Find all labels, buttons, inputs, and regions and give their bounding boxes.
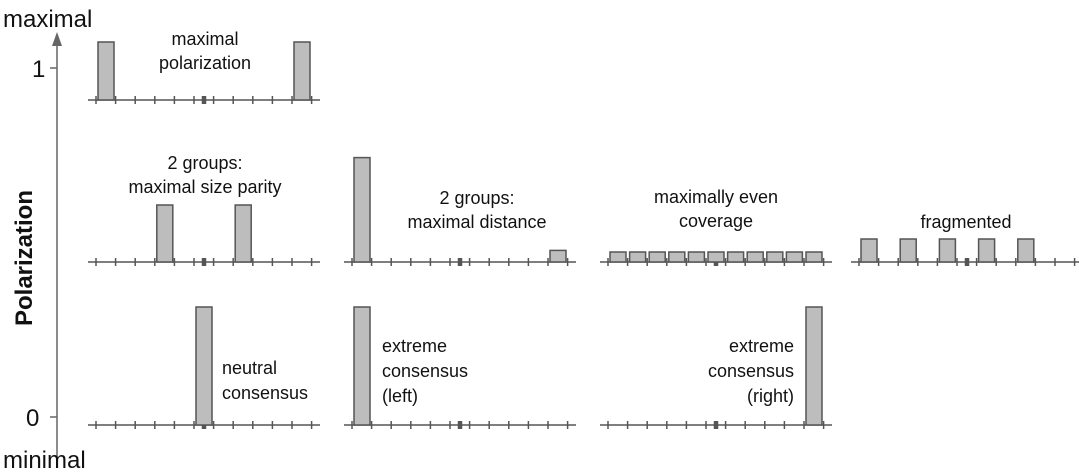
- panel-two-groups-distance: 2 groups: maximal distance: [344, 156, 576, 266]
- histogram-bar: [293, 41, 311, 101]
- histogram-bar: [609, 251, 627, 263]
- panel-maximally-even: maximally even coverage: [600, 187, 832, 266]
- panel-label-line: extreme: [382, 336, 447, 356]
- histogram-bar: [628, 251, 647, 263]
- panel-label-line: neutral: [222, 358, 277, 378]
- panel-extreme-consensus-right: extreme consensus (right): [600, 306, 832, 429]
- histogram-bar: [726, 251, 745, 263]
- histogram-bar: [648, 251, 666, 263]
- polarization-axis: maximal minimal 1 0 Polarization: [3, 6, 92, 474]
- panel-label-line: (left): [382, 386, 418, 406]
- histogram-bar: [195, 306, 213, 426]
- panel-extreme-consensus-left: extreme consensus (left): [344, 306, 576, 429]
- axis-bottom-label: minimal: [3, 447, 86, 474]
- axis-title: Polarization: [11, 190, 38, 326]
- histogram-bar: [899, 238, 917, 263]
- panel-label-line: maximal size parity: [128, 177, 281, 197]
- histogram-bar: [353, 306, 371, 426]
- panel-label-line: 2 groups:: [439, 188, 514, 208]
- panel-label-line: maximally even: [654, 187, 778, 207]
- panel-label-line: consensus: [222, 383, 308, 403]
- histogram-bar: [353, 156, 371, 263]
- histogram-bar: [668, 251, 686, 263]
- histogram-bar: [156, 204, 174, 263]
- panel-label-line: maximal: [171, 29, 238, 49]
- histogram-bar: [805, 306, 823, 426]
- histogram-bar: [1017, 238, 1035, 263]
- panel-label-line: consensus: [708, 361, 794, 381]
- axis-value-high: 1: [32, 56, 45, 83]
- panel-label-line: coverage: [679, 211, 753, 231]
- panel-label-line: (right): [747, 386, 794, 406]
- panel-label-line: fragmented: [920, 212, 1011, 232]
- histogram-bar: [805, 251, 823, 263]
- histogram-bar: [746, 251, 764, 263]
- histogram-bar: [549, 249, 567, 263]
- panel-neutral-consensus: neutral consensus: [88, 306, 320, 429]
- histogram-bar: [860, 238, 878, 263]
- histogram-bar: [234, 204, 252, 263]
- histogram-bar: [707, 251, 725, 263]
- histogram-bar: [766, 251, 784, 263]
- histogram-bar: [687, 251, 706, 263]
- panel-label-line: extreme: [729, 336, 794, 356]
- panel-label-line: maximal distance: [407, 212, 546, 232]
- panel-label-line: consensus: [382, 361, 468, 381]
- histogram-bar: [97, 41, 115, 101]
- panel-label-line: polarization: [159, 53, 251, 73]
- panel-maximal-polarization: maximal polarization: [88, 29, 320, 104]
- panel-label-line: 2 groups:: [167, 153, 242, 173]
- panel-fragmented: fragmented: [851, 212, 1079, 266]
- histogram-bar: [938, 238, 957, 263]
- panel-two-groups-size-parity: 2 groups: maximal size parity: [88, 153, 320, 266]
- arrow-up-icon: [52, 32, 62, 46]
- histogram-bar: [785, 251, 804, 263]
- histogram-bar: [977, 238, 996, 263]
- axis-value-low: 0: [26, 405, 39, 432]
- axis-top-label: maximal: [3, 6, 92, 33]
